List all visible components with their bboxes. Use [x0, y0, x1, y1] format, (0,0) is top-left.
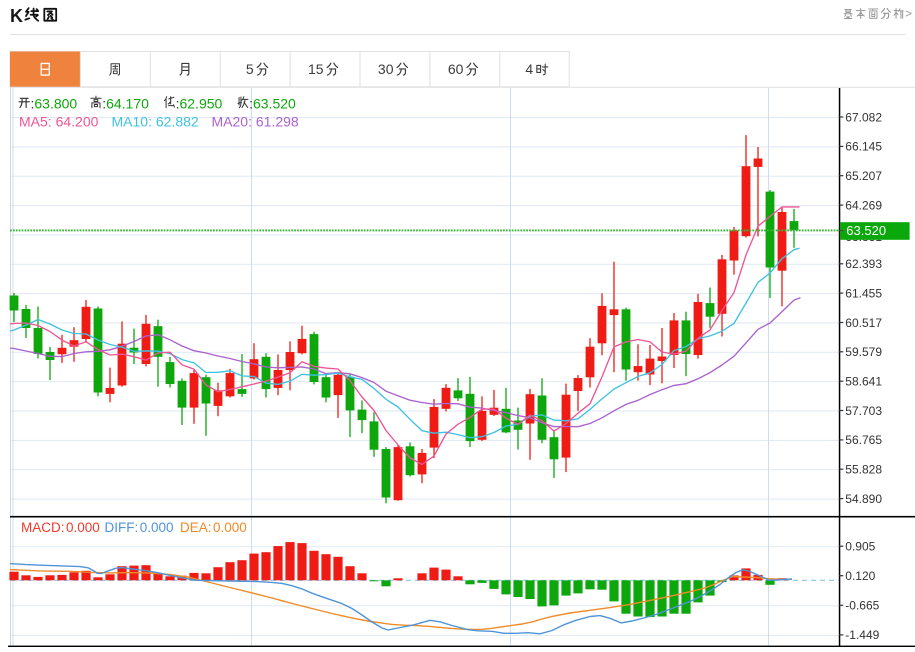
svg-text:63.520: 63.520 [846, 223, 886, 238]
svg-text::63.520: :63.520 [249, 95, 296, 111]
svg-text:62.393: 62.393 [845, 257, 882, 271]
svg-text:15: 15 [308, 61, 324, 77]
svg-text:-0.665: -0.665 [845, 599, 879, 613]
svg-text:60: 60 [448, 61, 464, 77]
svg-text:65.207: 65.207 [845, 169, 882, 183]
svg-text:K: K [10, 6, 23, 26]
svg-text:56.765: 56.765 [845, 433, 882, 447]
svg-text:>: > [905, 7, 912, 21]
svg-text:60.517: 60.517 [845, 316, 882, 330]
svg-text:MACD:0.000: MACD: 0.000 [21, 520, 100, 535]
svg-text:66.145: 66.145 [845, 140, 882, 154]
svg-text::64.170: :64.170 [102, 95, 149, 111]
svg-text:64.269: 64.269 [845, 198, 882, 212]
svg-text:MA10: 62.882: MA10: 62.882 [112, 114, 199, 130]
svg-text:MA5: 64.200: MA5: 64.200 [19, 114, 99, 130]
svg-text:61.455: 61.455 [845, 286, 882, 300]
svg-text:58.641: 58.641 [845, 375, 882, 389]
svg-text:67.082: 67.082 [845, 110, 882, 124]
svg-text:5: 5 [246, 61, 254, 77]
svg-text:59.579: 59.579 [845, 345, 882, 359]
svg-text:55.828: 55.828 [845, 463, 882, 477]
svg-text:0.905: 0.905 [845, 540, 875, 554]
svg-text:DEA:0.000: DEA: 0.000 [180, 520, 247, 535]
svg-text:-1.449: -1.449 [845, 628, 879, 642]
svg-text:54.890: 54.890 [845, 492, 882, 506]
svg-text::62.950: :62.950 [176, 95, 223, 111]
svg-text::63.800: :63.800 [31, 95, 78, 111]
svg-text:0.120: 0.120 [845, 569, 875, 583]
svg-text:4: 4 [525, 61, 533, 77]
svg-text:DIFF:0.000: DIFF: 0.000 [105, 520, 174, 535]
svg-text:MA20: 61.298: MA20: 61.298 [212, 114, 299, 130]
svg-text:57.703: 57.703 [845, 404, 882, 418]
svg-text:30: 30 [378, 61, 394, 77]
